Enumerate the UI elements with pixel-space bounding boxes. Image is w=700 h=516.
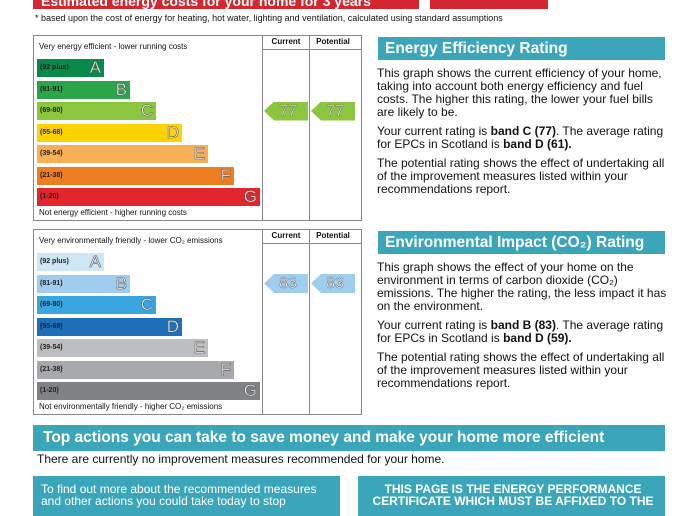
bold-text: band D (61). (503, 137, 572, 151)
band-range: (92 plus) (40, 258, 69, 265)
header-rule (262, 49, 362, 50)
rating-band: (81-91) B (37, 79, 130, 99)
band-range: (39-54) (40, 150, 63, 157)
rating-band: (92 plus) A (37, 252, 104, 271)
band-letter: E (193, 144, 205, 163)
band-letter: G (243, 187, 257, 206)
chart-bottom-label: Not energy efficient - higher running co… (39, 208, 187, 217)
band-letter: A (89, 58, 101, 77)
band-range: (69-80) (40, 301, 63, 308)
panel-paragraph: Your current rating is band C (77). The … (377, 125, 667, 151)
band-letter: E (193, 338, 205, 357)
band-range: (1-20) (40, 193, 59, 200)
bold-text: band D (59). (503, 331, 572, 345)
rating-band: (39-54) E (37, 338, 208, 357)
band-letter: D (166, 122, 179, 142)
rating-arrow: 83 (264, 274, 308, 293)
band-letter: C (140, 101, 153, 120)
rating-band: (69-80) C (37, 101, 156, 120)
band-letter: A (89, 252, 101, 271)
top-banner: Estimated energy costs for your home for… (33, 0, 419, 9)
rating-arrow: 77 (264, 101, 308, 121)
band-range: (92 plus) (40, 64, 69, 71)
band-letter: B (115, 79, 127, 99)
band-range: (81-91) (40, 279, 63, 287)
band-letter: F (220, 359, 231, 379)
column-divider (309, 36, 310, 220)
column-header: Current (271, 231, 301, 240)
rating-band: (69-80) C (37, 295, 156, 314)
band-range: (69-80) (40, 107, 63, 114)
text: The potential rating shows the effect of… (377, 156, 665, 196)
text: Your current rating is (377, 124, 491, 138)
rating-band: (21-38) F (37, 165, 234, 185)
rating-band: (81-91) B (37, 273, 130, 293)
text: . The average rating for EPCs in Scotlan… (377, 124, 664, 151)
panel-paragraph: This graph shows the current efficiency … (377, 67, 667, 119)
text: This graph shows the effect of your home… (377, 260, 667, 313)
rating-band: (39-54) E (37, 144, 208, 163)
band-range: (21-38) (40, 365, 63, 373)
panel-text: This graph shows the current efficiency … (377, 67, 667, 202)
rating-band: (55-68) D (37, 316, 182, 336)
rating-band: (92 plus) A (37, 58, 104, 77)
column-divider (262, 36, 263, 220)
column-header: Current (271, 37, 301, 46)
column-header: Potential (316, 231, 350, 240)
chart-top-label: Very energy efficient - lower running co… (39, 42, 188, 51)
actions-heading: Top actions you can take to save money a… (33, 425, 665, 451)
column-header: Potential (316, 37, 350, 46)
panel-paragraph: The potential rating shows the effect of… (377, 157, 667, 196)
panel-heading: Energy Efficiency Rating (378, 37, 665, 60)
top-banner-title: Estimated energy costs for your home for… (41, 0, 371, 9)
info-box: THIS PAGE IS THE ENERGY PERFORMANCE CERT… (358, 476, 665, 516)
rating-band: (21-38) F (37, 359, 234, 379)
chart-top-label: Very environmentally friendly - lower CO… (39, 236, 223, 245)
panel-text: This graph shows the effect of your home… (377, 261, 667, 396)
rating-arrow: 77 (311, 101, 355, 121)
rating-band: (1-20) G (37, 187, 260, 206)
actions-text: There are currently no improvement measu… (37, 452, 445, 466)
chart-bottom-label: Not environmentally friendly - higher CO… (39, 402, 223, 411)
bold-text: band B (83) (490, 318, 556, 332)
rating-band: (1-20) G (37, 381, 260, 400)
band-range: (1-20) (40, 387, 59, 394)
text: . The average rating for EPCs in Scotlan… (377, 318, 664, 345)
band-range: (55-68) (40, 322, 63, 330)
column-divider (262, 230, 263, 414)
band-letter: D (166, 316, 179, 336)
panel-heading: Environmental Impact (CO₂) Rating (378, 231, 665, 254)
footnote: * based upon the cost of energy for heat… (35, 13, 503, 23)
info-box-text: To find out more about the recommended m… (41, 482, 317, 508)
band-range: (55-68) (40, 128, 63, 136)
panel-paragraph: Your current rating is band B (83). The … (377, 319, 667, 345)
page: Estimated energy costs for your home for… (33, 0, 667, 516)
band-range: (21-38) (40, 171, 63, 179)
text: Your current rating is (377, 318, 491, 332)
band-range: (39-54) (40, 344, 63, 351)
rating-band: (55-68) D (37, 122, 182, 142)
info-box: To find out more about the recommended m… (33, 476, 340, 516)
text: The potential rating shows the effect of… (377, 350, 665, 390)
panel-paragraph: The potential rating shows the effect of… (377, 351, 667, 390)
header-rule (262, 243, 362, 244)
column-divider (309, 230, 310, 414)
bold-text: band C (77) (490, 124, 556, 138)
band-letter: C (140, 295, 153, 314)
band-letter: F (220, 165, 231, 185)
panel-paragraph: This graph shows the effect of your home… (377, 261, 667, 313)
band-range: (81-91) (40, 85, 63, 93)
info-box-text: THIS PAGE IS THE ENERGY PERFORMANCE CERT… (372, 482, 654, 508)
rating-chart: Very energy efficient - lower running co… (33, 35, 362, 221)
band-letter: G (243, 381, 257, 400)
band-letter: B (115, 273, 127, 293)
text: This graph shows the current efficiency … (377, 66, 662, 119)
rating-arrow: 83 (311, 274, 355, 293)
top-cost-box (430, 0, 548, 9)
rating-chart: Very environmentally friendly - lower CO… (33, 229, 362, 415)
